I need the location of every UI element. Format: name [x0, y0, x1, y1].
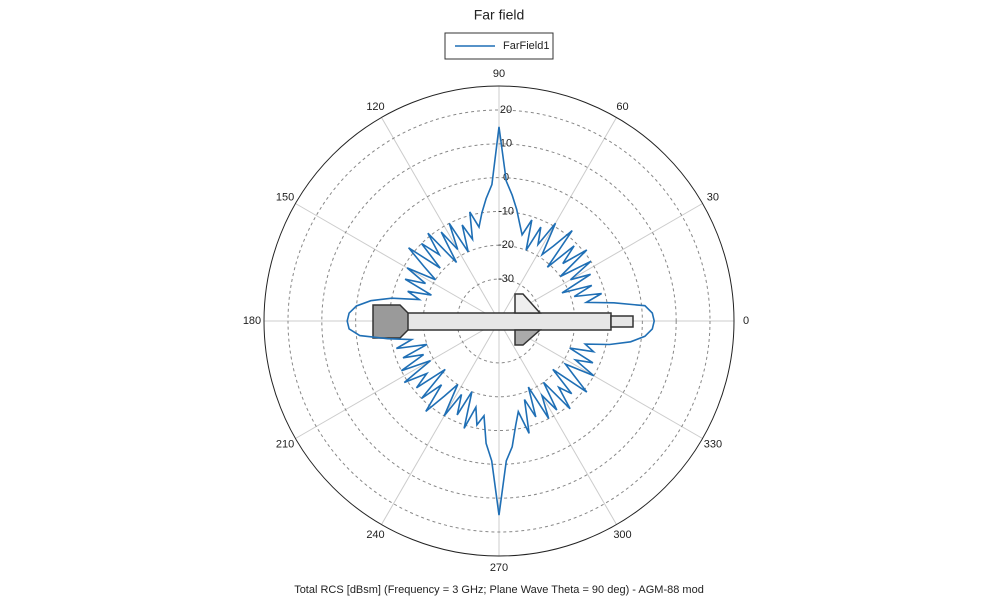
angle-grid-line [381, 320, 500, 525]
radial-tick-label: -10 [498, 205, 514, 217]
outer-axis [263, 85, 735, 557]
angle-grid-line [381, 117, 500, 322]
angle-tick-label: 30 [707, 191, 719, 203]
angle-tick-label: 60 [616, 101, 628, 113]
angle-tick-label: 0 [743, 315, 749, 327]
angle-tick-label: 210 [276, 438, 294, 450]
radial-grid-line [287, 109, 711, 533]
radial-tick-label: 20 [500, 104, 512, 116]
x-axis-label: Total RCS [dBsm] (Frequency = 3 GHz; Pla… [294, 584, 704, 596]
angle-grid-line [498, 320, 617, 525]
radial-tick-label: -30 [498, 273, 514, 285]
angle-grid-line [295, 320, 500, 439]
angle-grid-line [295, 203, 500, 322]
angle-grid-line [498, 203, 703, 322]
angle-tick-label: 330 [704, 438, 722, 450]
radial-tick-label: -20 [498, 239, 514, 251]
angle-grid-line [498, 117, 617, 322]
angle-tick-label: 240 [366, 529, 384, 541]
legend-label: FarField1 [503, 40, 549, 52]
chart-title: Far field [474, 7, 525, 23]
angle-tick-label: 120 [366, 101, 384, 113]
angle-tick-label: 180 [243, 315, 261, 327]
radial-grid-line [355, 177, 643, 465]
angle-tick-label: 90 [493, 68, 505, 80]
missile [372, 293, 634, 346]
angle-grid-line [498, 320, 703, 439]
angle-tick-label: 300 [613, 529, 631, 541]
series-line [346, 126, 656, 516]
angle-tick-label: 150 [276, 191, 294, 203]
radial-grid-line [321, 143, 677, 499]
radial-tick-label: 10 [500, 138, 512, 150]
angle-tick-label: 270 [490, 562, 508, 574]
